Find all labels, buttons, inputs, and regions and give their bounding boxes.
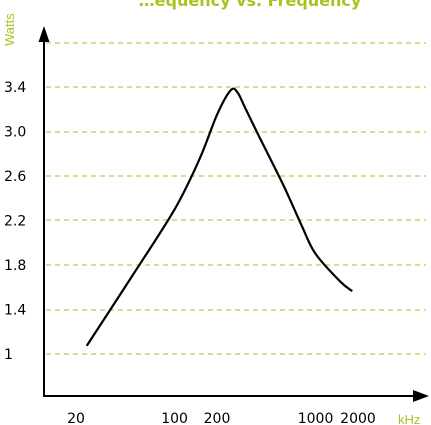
y-tick-label: 1	[4, 347, 13, 363]
x-tick-labels: 20 100 200 1000 2000	[67, 411, 376, 425]
y-tick-label: 2.6	[4, 169, 26, 185]
x-tick-label: 1000	[298, 411, 334, 425]
y-tick-label: 1.4	[4, 303, 26, 319]
y-axis-label: Watts	[2, 13, 17, 46]
x-axis-arrow	[413, 390, 429, 402]
chart-title-fragment: …equency vs. Frequency	[139, 0, 362, 10]
x-tick-label: 2000	[340, 411, 376, 425]
series-line	[86, 87, 353, 347]
y-tick-label: 1.8	[4, 258, 26, 274]
x-tick-label: 20	[67, 411, 85, 425]
y-tick-labels: 1 1.4 1.8 2.2 2.6 3.0 3.4	[4, 80, 26, 363]
y-axis-arrow	[38, 26, 50, 42]
x-axis-label: kHz	[398, 412, 420, 425]
y-tick-label: 2.2	[4, 214, 26, 230]
x-tick-label: 100	[161, 411, 188, 425]
y-tick-label: 3.4	[4, 80, 26, 96]
y-tick-label: 3.0	[4, 125, 26, 141]
x-tick-label: 200	[204, 411, 231, 425]
axes	[38, 26, 429, 402]
